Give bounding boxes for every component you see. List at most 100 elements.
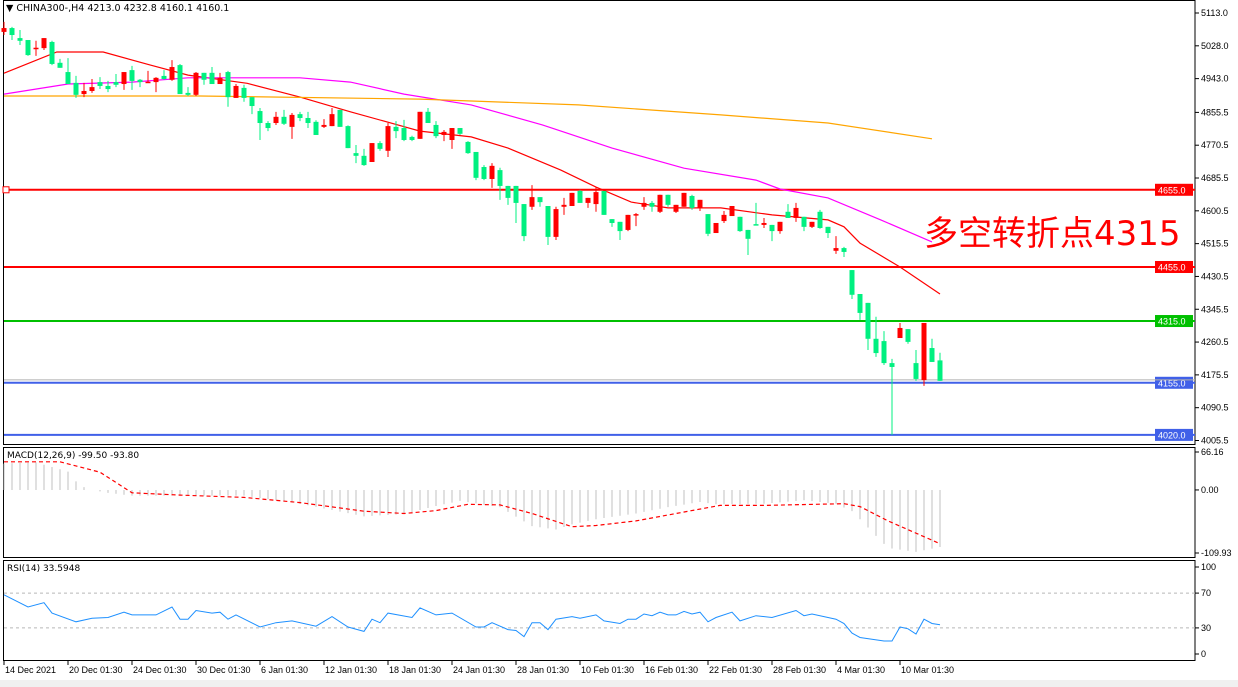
bear-candle [737,216,743,232]
bull-candle [921,322,927,381]
bear-candle [769,224,775,232]
price-tick-label: 4175.5 [1201,370,1229,380]
bear-candle [113,82,119,85]
bear-candle [905,329,911,342]
rsi-tick-label: 70 [1201,588,1211,598]
bear-candle [249,97,255,107]
bull-candle [793,207,799,218]
level-price-badge [1155,315,1193,328]
bear-candle [545,206,551,237]
bear-candle [465,141,471,154]
bull-candle [41,38,47,49]
time-tick-label: 18 Jan 01:30 [389,665,441,675]
bear-candle [497,170,503,186]
bear-candle [209,72,215,85]
bear-candle [161,75,167,80]
moving-average-line [3,51,941,295]
macd-tick-label: -109.93 [1201,548,1232,558]
bull-candle [721,214,727,222]
bear-candle [225,72,231,98]
chart-header: ▼ CHINA300-,H4 4213.0 4232.8 4160.1 4160… [6,3,229,14]
bull-candle [369,143,375,162]
main-pane-frame [3,0,1196,445]
level-price-label: 4155.0 [1158,378,1186,388]
bull-candle [321,124,327,127]
bear-candle [881,341,887,364]
rsi-line [3,594,941,642]
bull-candle [681,192,687,207]
bear-candle [313,121,319,135]
rsi-tick-label: 30 [1201,623,1211,633]
bear-candle [409,136,415,140]
level-price-label: 4315.0 [1158,317,1186,327]
time-tick-label: 10 Mar 01:30 [901,665,954,675]
bull-candle [625,214,631,230]
price-tick-label: 4770.5 [1201,140,1229,150]
bull-candle [193,72,199,95]
bull-candle [777,221,783,232]
bull-candle [633,214,639,216]
bull-candle [761,222,767,225]
bear-candle [345,126,351,149]
time-tick-label: 12 Jan 01:30 [325,665,377,675]
moving-average-line [4,95,933,140]
bear-candle [377,143,383,149]
bull-candle [441,131,447,135]
bear-candle [577,190,583,203]
level-price-badge [1155,183,1193,196]
macd-tick-label: 0.00 [1201,485,1219,495]
bull-candle [729,206,735,217]
bear-candle [49,41,55,64]
symbol-label: CHINA300-,H4 [16,3,85,14]
macd-title: MACD(12,26,9) -99.50 -93.80 [7,451,140,461]
bear-candle [841,248,847,252]
rsi-title: RSI(14) 33.5948 [7,564,81,574]
bull-candle [89,87,95,91]
bull-candle [169,67,175,80]
price-tick-label: 4090.5 [1201,403,1229,413]
collapse-triangle-icon[interactable]: ▼ [6,3,14,14]
macd-pane-frame [3,447,1196,558]
moving-average-line [3,77,933,243]
bull-candle [489,165,495,179]
bear-candle [929,348,935,362]
bull-candle [553,209,559,237]
bear-candle [353,153,359,156]
level-price-badge [1155,260,1193,273]
bull-candle [33,47,39,50]
bull-candle [657,194,663,212]
bear-candle [241,87,247,98]
bear-candle [601,190,607,215]
bull-candle [673,204,679,212]
time-tick-label: 20 Dec 01:30 [69,665,123,675]
bear-candle [401,128,407,140]
price-tick-label: 4430.5 [1201,271,1229,281]
bull-candle [121,72,127,85]
price-tick-label: 4515.5 [1201,239,1229,249]
bear-candle [609,219,615,223]
price-tick-label: 4600.5 [1201,206,1229,216]
bear-candle [753,224,759,226]
line-anchor-handle[interactable] [2,186,10,194]
bear-candle [865,302,871,339]
bear-candle [457,128,463,134]
bottom-scrollbar[interactable] [0,680,1238,687]
bull-candle [585,197,591,203]
bear-candle [265,123,271,129]
bear-candle [937,360,943,381]
bull-candle [289,114,295,127]
bear-candle [393,126,399,132]
time-tick-label: 28 Feb 01:30 [773,665,826,675]
bear-candle [129,70,135,81]
bear-candle [537,197,543,203]
bear-candle [665,194,671,205]
bear-candle [17,38,23,41]
bull-candle [233,85,239,98]
bear-candle [337,109,343,127]
time-tick-label: 14 Dec 2021 [5,665,56,675]
price-tick-label: 4345.5 [1201,304,1229,314]
bull-candle [897,327,903,339]
bull-candle [417,111,423,139]
bear-candle [305,117,311,124]
